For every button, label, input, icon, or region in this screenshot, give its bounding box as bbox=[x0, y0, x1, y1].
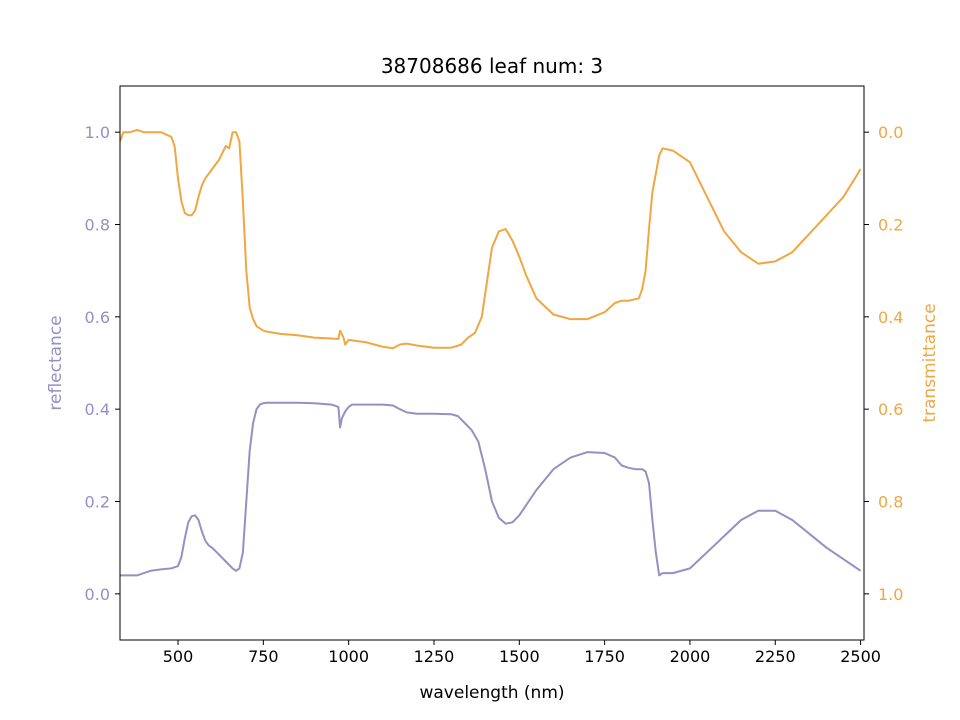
x-tick-label: 500 bbox=[163, 647, 194, 666]
y-left-tick-label: 0.2 bbox=[85, 493, 110, 512]
y-left-tick-label: 0.6 bbox=[85, 308, 110, 327]
y-right-tick-label: 0.8 bbox=[878, 493, 903, 512]
y-right-tick-label: 1.0 bbox=[878, 585, 903, 604]
x-tick-label: 1500 bbox=[499, 647, 540, 666]
axis-layer: 500 750 1000 1250 1500 1750 2000 2250 2500 0.0 0.2… bbox=[85, 123, 904, 666]
x-tick-label: 2250 bbox=[755, 647, 796, 666]
plot-frame bbox=[119, 85, 865, 641]
x-tick-label: 1250 bbox=[414, 647, 455, 666]
plot-area bbox=[120, 86, 864, 640]
y-axis-label-left: reflectance bbox=[46, 315, 66, 410]
y-right-tick-label: 0.4 bbox=[878, 308, 903, 327]
x-axis-label: wavelength (nm) bbox=[419, 683, 564, 703]
y-right-tick-label: 0.0 bbox=[878, 123, 903, 142]
series-line-reflectance bbox=[120, 401, 862, 577]
x-tick-label: 750 bbox=[248, 647, 279, 666]
series-layer bbox=[119, 128, 862, 577]
x-tick-label: 1000 bbox=[328, 647, 369, 666]
y-right-tick-label: 0.2 bbox=[878, 216, 903, 235]
y-left-tick-label: 1.0 bbox=[85, 123, 110, 142]
y-left-tick-label: 0.8 bbox=[85, 216, 110, 235]
y-left-tick-label: 0.4 bbox=[85, 400, 110, 419]
chart-title: 38708686 leaf num: 3 bbox=[381, 54, 603, 78]
x-tick-label: 2500 bbox=[840, 647, 881, 666]
x-tick-label: 1750 bbox=[584, 647, 625, 666]
y-left-tick-label: 0.0 bbox=[85, 585, 110, 604]
x-tick-label: 2000 bbox=[670, 647, 711, 666]
series-line-transmittance bbox=[119, 128, 862, 350]
y-axis-label-right: transmittance bbox=[920, 303, 940, 422]
y-right-tick-label: 0.6 bbox=[878, 400, 903, 419]
